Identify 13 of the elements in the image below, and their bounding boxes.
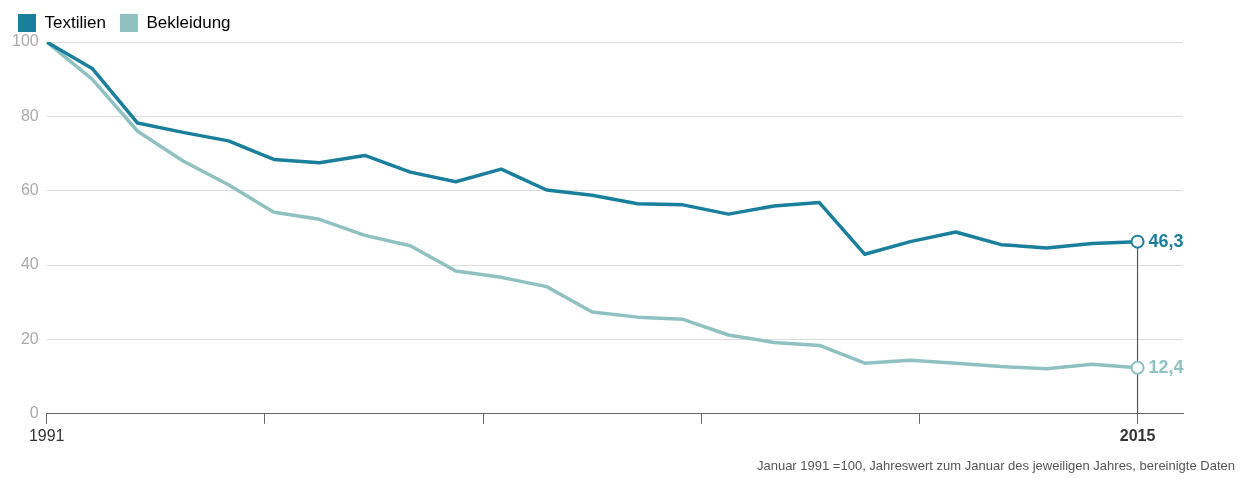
y-tick-label: 60 (20, 181, 39, 199)
y-tick-label: 80 (20, 106, 39, 124)
y-tick-label: 20 (20, 329, 39, 347)
y-tick-label: 100 (11, 32, 39, 50)
legend-label: Bekleidung (146, 12, 231, 32)
x-tick-label: 1991 (28, 426, 65, 444)
y-tick-label: 0 (29, 404, 39, 422)
data-label: 12,4 (1148, 356, 1184, 377)
legend-label: Textilien (44, 12, 106, 32)
data-label: 46,3 (1148, 230, 1184, 251)
text: Januar 1991 =100, Jahreswert zum Januar des jeweiligen Jahres, bereinigte Daten (756, 458, 1235, 473)
y-tick-label: 40 (20, 255, 39, 273)
x-tick-label: 2015 (1119, 426, 1156, 444)
